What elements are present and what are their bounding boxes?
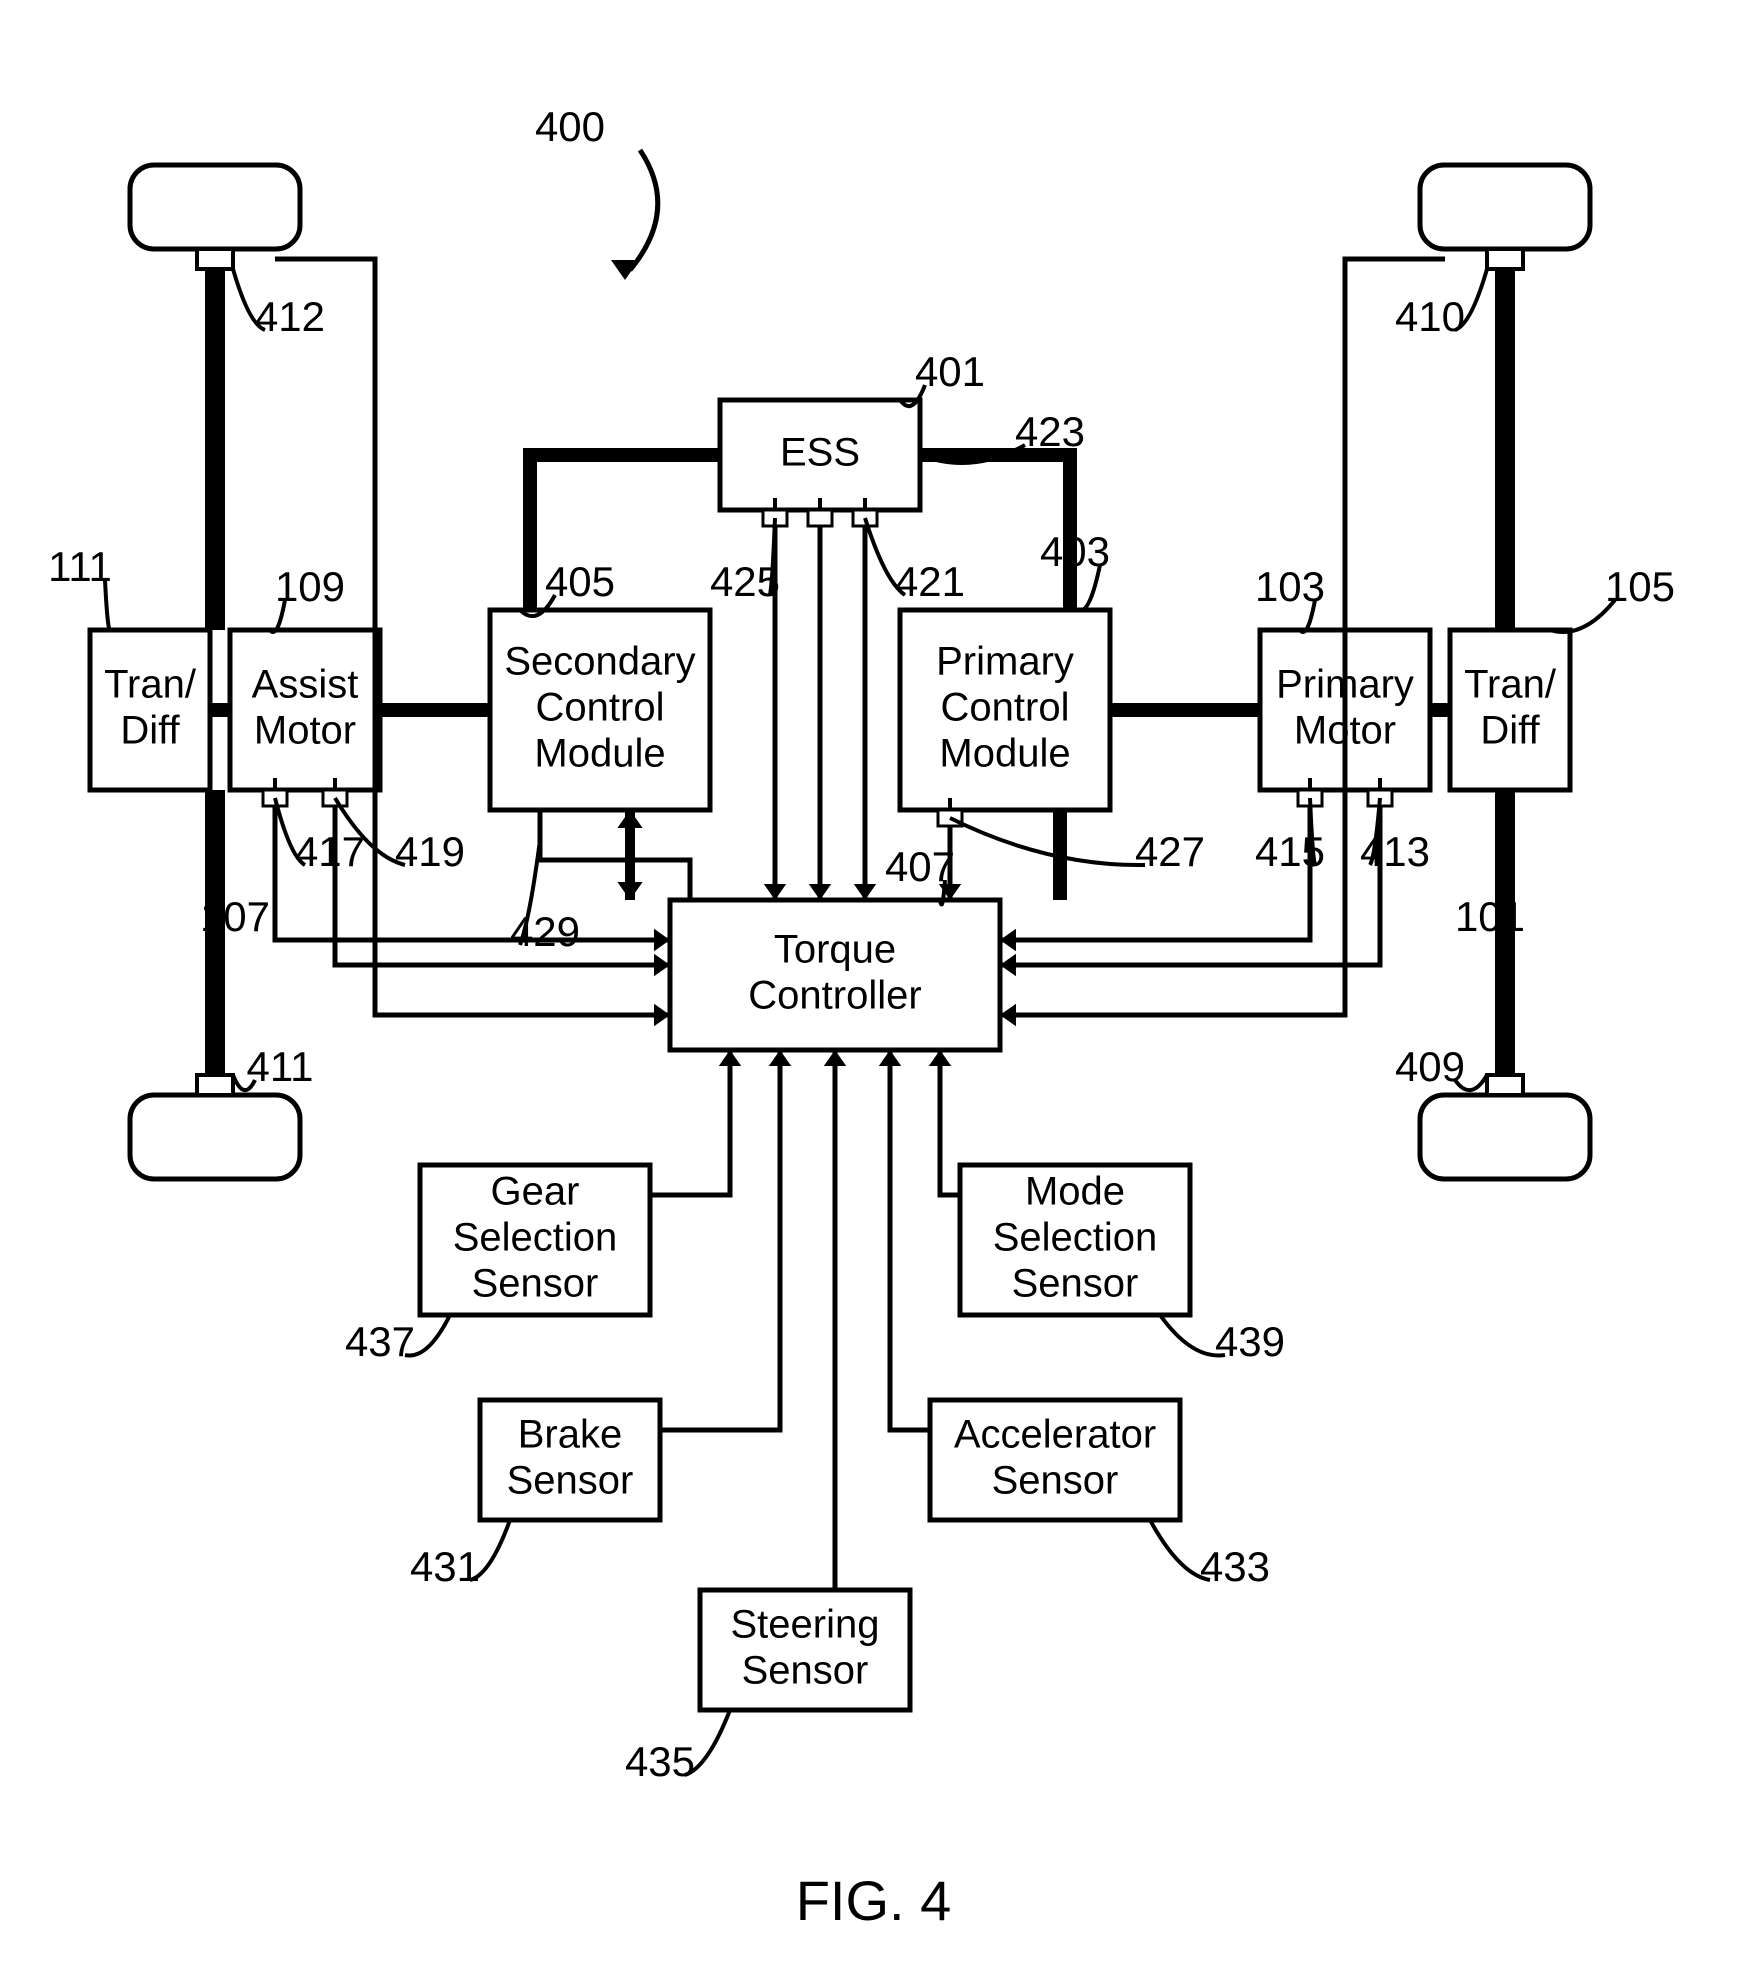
svg-text:FIG. 4: FIG. 4 bbox=[796, 1869, 952, 1932]
svg-text:Sensor: Sensor bbox=[472, 1262, 599, 1306]
svg-text:413: 413 bbox=[1360, 828, 1430, 875]
svg-text:Sensor: Sensor bbox=[507, 1459, 634, 1503]
svg-text:Sensor: Sensor bbox=[992, 1459, 1119, 1503]
svg-text:Steering: Steering bbox=[731, 1603, 880, 1647]
svg-text:421: 421 bbox=[895, 558, 965, 605]
svg-text:Module: Module bbox=[534, 732, 665, 776]
wheel bbox=[130, 165, 300, 249]
svg-text:Tran/: Tran/ bbox=[1464, 663, 1557, 707]
svg-text:Assist: Assist bbox=[252, 663, 359, 707]
svg-text:431: 431 bbox=[410, 1543, 480, 1590]
svg-text:Tran/: Tran/ bbox=[104, 663, 197, 707]
svg-text:Gear: Gear bbox=[491, 1170, 580, 1214]
svg-text:Control: Control bbox=[536, 686, 665, 730]
svg-text:107: 107 bbox=[200, 893, 270, 940]
svg-text:Secondary: Secondary bbox=[504, 640, 695, 684]
svg-text:439: 439 bbox=[1215, 1318, 1285, 1365]
svg-text:410: 410 bbox=[1395, 293, 1465, 340]
svg-text:Controller: Controller bbox=[748, 974, 921, 1018]
wheel bbox=[1420, 165, 1590, 249]
wheel bbox=[130, 1095, 300, 1179]
wheel bbox=[1420, 1095, 1590, 1179]
svg-text:425: 425 bbox=[710, 558, 780, 605]
svg-text:429: 429 bbox=[510, 908, 580, 955]
svg-text:Motor: Motor bbox=[254, 709, 356, 753]
svg-text:Accelerator: Accelerator bbox=[954, 1413, 1156, 1457]
svg-text:419: 419 bbox=[395, 828, 465, 875]
svg-text:417: 417 bbox=[295, 828, 365, 875]
svg-text:400: 400 bbox=[535, 103, 605, 150]
svg-text:101: 101 bbox=[1455, 893, 1525, 940]
svg-text:423: 423 bbox=[1015, 408, 1085, 455]
svg-text:409: 409 bbox=[1395, 1043, 1465, 1090]
svg-text:435: 435 bbox=[625, 1738, 695, 1785]
svg-text:Diff: Diff bbox=[120, 709, 180, 753]
svg-text:437: 437 bbox=[345, 1318, 415, 1365]
svg-text:ESS: ESS bbox=[780, 431, 860, 475]
svg-text:Selection: Selection bbox=[453, 1216, 618, 1260]
svg-text:Diff: Diff bbox=[1480, 709, 1540, 753]
svg-text:Brake: Brake bbox=[518, 1413, 623, 1457]
svg-text:Module: Module bbox=[939, 732, 1070, 776]
svg-text:Mode: Mode bbox=[1025, 1170, 1125, 1214]
svg-text:Selection: Selection bbox=[993, 1216, 1158, 1260]
svg-text:Sensor: Sensor bbox=[742, 1649, 869, 1693]
svg-text:111: 111 bbox=[48, 543, 112, 590]
svg-text:105: 105 bbox=[1605, 563, 1675, 610]
svg-text:433: 433 bbox=[1200, 1543, 1270, 1590]
svg-text:Primary: Primary bbox=[936, 640, 1074, 684]
svg-text:412: 412 bbox=[255, 293, 325, 340]
svg-text:411: 411 bbox=[247, 1043, 314, 1090]
svg-text:Control: Control bbox=[941, 686, 1070, 730]
svg-text:Torque: Torque bbox=[774, 928, 896, 972]
svg-text:Sensor: Sensor bbox=[1012, 1262, 1139, 1306]
svg-text:427: 427 bbox=[1135, 828, 1205, 875]
